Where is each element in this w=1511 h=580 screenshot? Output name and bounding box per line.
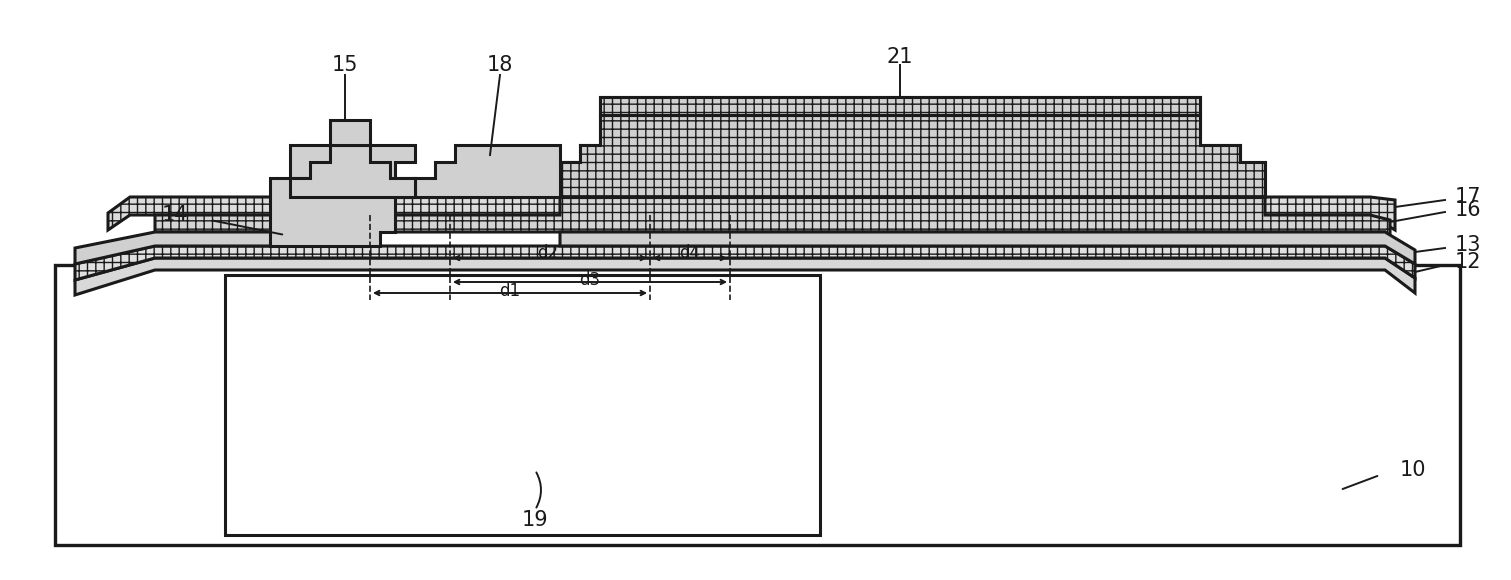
Polygon shape <box>76 258 1414 295</box>
Text: d4: d4 <box>680 244 701 262</box>
Text: 19: 19 <box>521 510 548 530</box>
Text: 14: 14 <box>162 205 187 225</box>
Text: d1: d1 <box>500 282 521 300</box>
Polygon shape <box>329 120 370 145</box>
Polygon shape <box>290 145 416 178</box>
Polygon shape <box>561 232 1414 264</box>
Polygon shape <box>600 97 1200 115</box>
Text: 18: 18 <box>487 55 514 75</box>
Polygon shape <box>561 115 1265 197</box>
Polygon shape <box>156 197 1390 247</box>
Text: 13: 13 <box>1455 235 1481 255</box>
Text: 16: 16 <box>1455 200 1482 220</box>
Text: d3: d3 <box>579 271 600 289</box>
Polygon shape <box>290 145 416 197</box>
Text: 15: 15 <box>332 55 358 75</box>
Polygon shape <box>76 232 379 264</box>
Text: 10: 10 <box>1401 460 1426 480</box>
Text: 12: 12 <box>1455 252 1481 272</box>
Polygon shape <box>416 145 600 197</box>
Text: d2: d2 <box>538 244 559 262</box>
Polygon shape <box>76 246 1414 280</box>
Polygon shape <box>107 197 1395 230</box>
Text: 21: 21 <box>887 47 913 67</box>
Bar <box>225 275 820 535</box>
Bar <box>54 265 1460 545</box>
Text: 17: 17 <box>1455 187 1481 207</box>
Polygon shape <box>561 97 1265 197</box>
Polygon shape <box>270 178 416 246</box>
